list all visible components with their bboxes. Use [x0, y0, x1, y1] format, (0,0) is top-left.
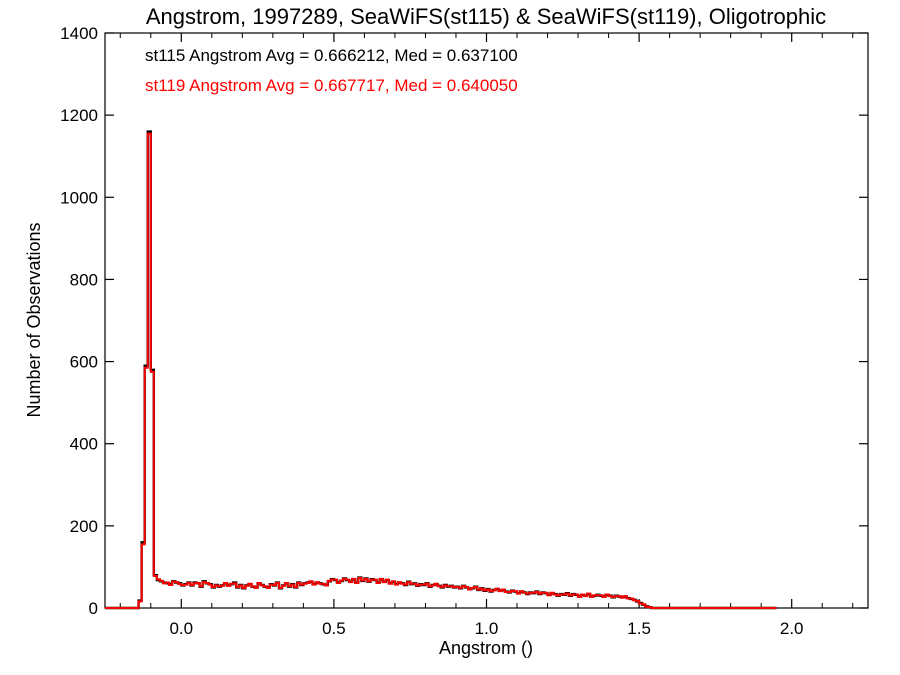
y-tick-label: 400: [70, 435, 98, 454]
series-st119: [105, 132, 777, 609]
y-tick-label: 0: [89, 599, 98, 618]
x-tick-label: 2.0: [780, 619, 804, 638]
legend-st119: st119 Angstrom Avg = 0.667717, Med = 0.6…: [145, 76, 518, 95]
chart-title: Angstrom, 1997289, SeaWiFS(st115) & SeaW…: [146, 4, 826, 29]
series-layer: [105, 130, 777, 610]
y-tick-label: 600: [70, 353, 98, 372]
x-tick-label: 0.5: [322, 619, 346, 638]
x-tick-label: 0.0: [169, 619, 193, 638]
y-tick-label: 200: [70, 517, 98, 536]
x-tick-label: 1.5: [627, 619, 651, 638]
y-axis-label: Number of Observations: [24, 222, 44, 417]
legend-st115: st115 Angstrom Avg = 0.666212, Med = 0.6…: [145, 46, 518, 65]
y-tick-label: 1000: [60, 188, 98, 207]
plot-frame: [104, 32, 869, 609]
x-tick-label: 1.0: [475, 619, 499, 638]
series-st115: [105, 130, 777, 610]
y-axis: 0 200 400 600 800 1000 1200 1400: [60, 24, 868, 618]
x-axis-label: Angstrom (): [439, 638, 533, 658]
y-tick-label: 800: [70, 270, 98, 289]
x-axis: 0.0 0.5 1.0 1.5 2.0: [119, 33, 854, 638]
y-tick-label: 1400: [60, 24, 98, 43]
y-tick-label: 1200: [60, 106, 98, 125]
